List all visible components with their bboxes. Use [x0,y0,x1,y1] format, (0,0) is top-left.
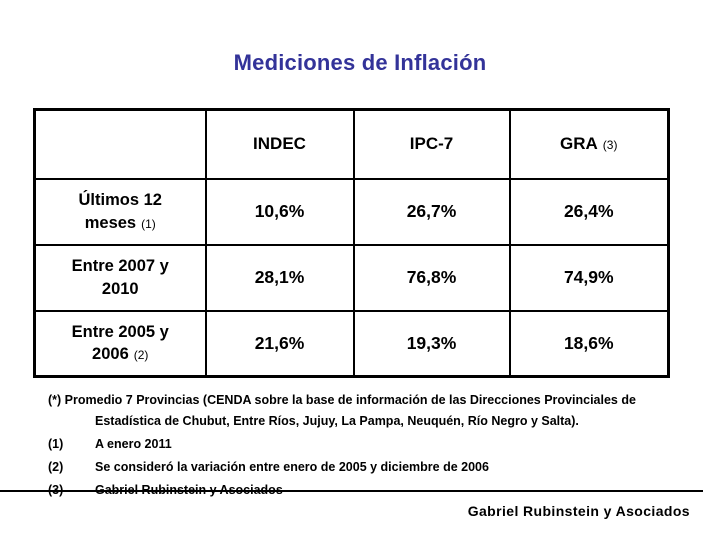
row-note: (1) [141,216,156,231]
table-row: Entre 2005 y 2006 (2) 21,6% 19,3% 18,6% [33,309,670,378]
row-note: (2) [133,348,149,363]
value-cell: 21,6% [204,309,355,378]
value-cell: 26,7% [352,177,511,246]
footnote-marker: (1) [48,437,64,451]
footnote-item: (1) A enero 2011 [48,434,696,455]
table-row: Entre 2007 y 2010 28,1% 76,8% 74,9% [33,243,670,312]
value-cell: 26,4% [508,177,670,246]
value-cell: 74,9% [508,243,670,312]
row-label-entre-2005-2006: Entre 2005 y 2006 (2) [33,309,207,378]
credit-text: Gabriel Rubinstein y Asociados [467,503,690,519]
column-header-gra-note: (3) [602,138,618,153]
footnote-marker: (2) [48,460,64,474]
value-cell: 19,3% [352,309,511,378]
column-header-indec: INDEC [204,108,355,180]
value-cell: 18,6% [508,309,670,378]
divider-line [0,490,703,492]
footnote-text: A enero 2011 [95,437,172,451]
row-label-ultimos-12-meses: Últimos 12 meses (1) [33,177,207,246]
column-header-gra: GRA (3) [508,108,670,180]
row-label-entre-2007-2010: Entre 2007 y 2010 [33,243,207,312]
table-row: Últimos 12 meses (1) 10,6% 26,7% 26,4% [33,177,670,246]
inflation-table: INDEC IPC-7 GRA (3) Últimos 12 meses (1) 1… [33,108,670,378]
table-header-row: INDEC IPC-7 GRA (3) [33,108,670,180]
footnotes: (*) Promedio 7 Provincias (CENDA sobre l… [48,390,696,501]
column-header-empty [33,108,207,180]
footnote-item: (2) Se consideró la variación entre ener… [48,457,696,478]
slide-title: Mediciones de Inflación [233,50,487,75]
column-header-ipc7: IPC-7 [352,108,511,180]
value-cell: 10,6% [204,177,355,246]
footnote-text: Se consideró la variación entre enero de… [95,460,489,474]
footnote-star: (*) Promedio 7 Provincias (CENDA sobre l… [48,393,636,428]
value-cell: 28,1% [204,243,355,312]
column-header-gra-label: GRA [560,134,598,154]
value-cell: 76,8% [352,243,511,312]
